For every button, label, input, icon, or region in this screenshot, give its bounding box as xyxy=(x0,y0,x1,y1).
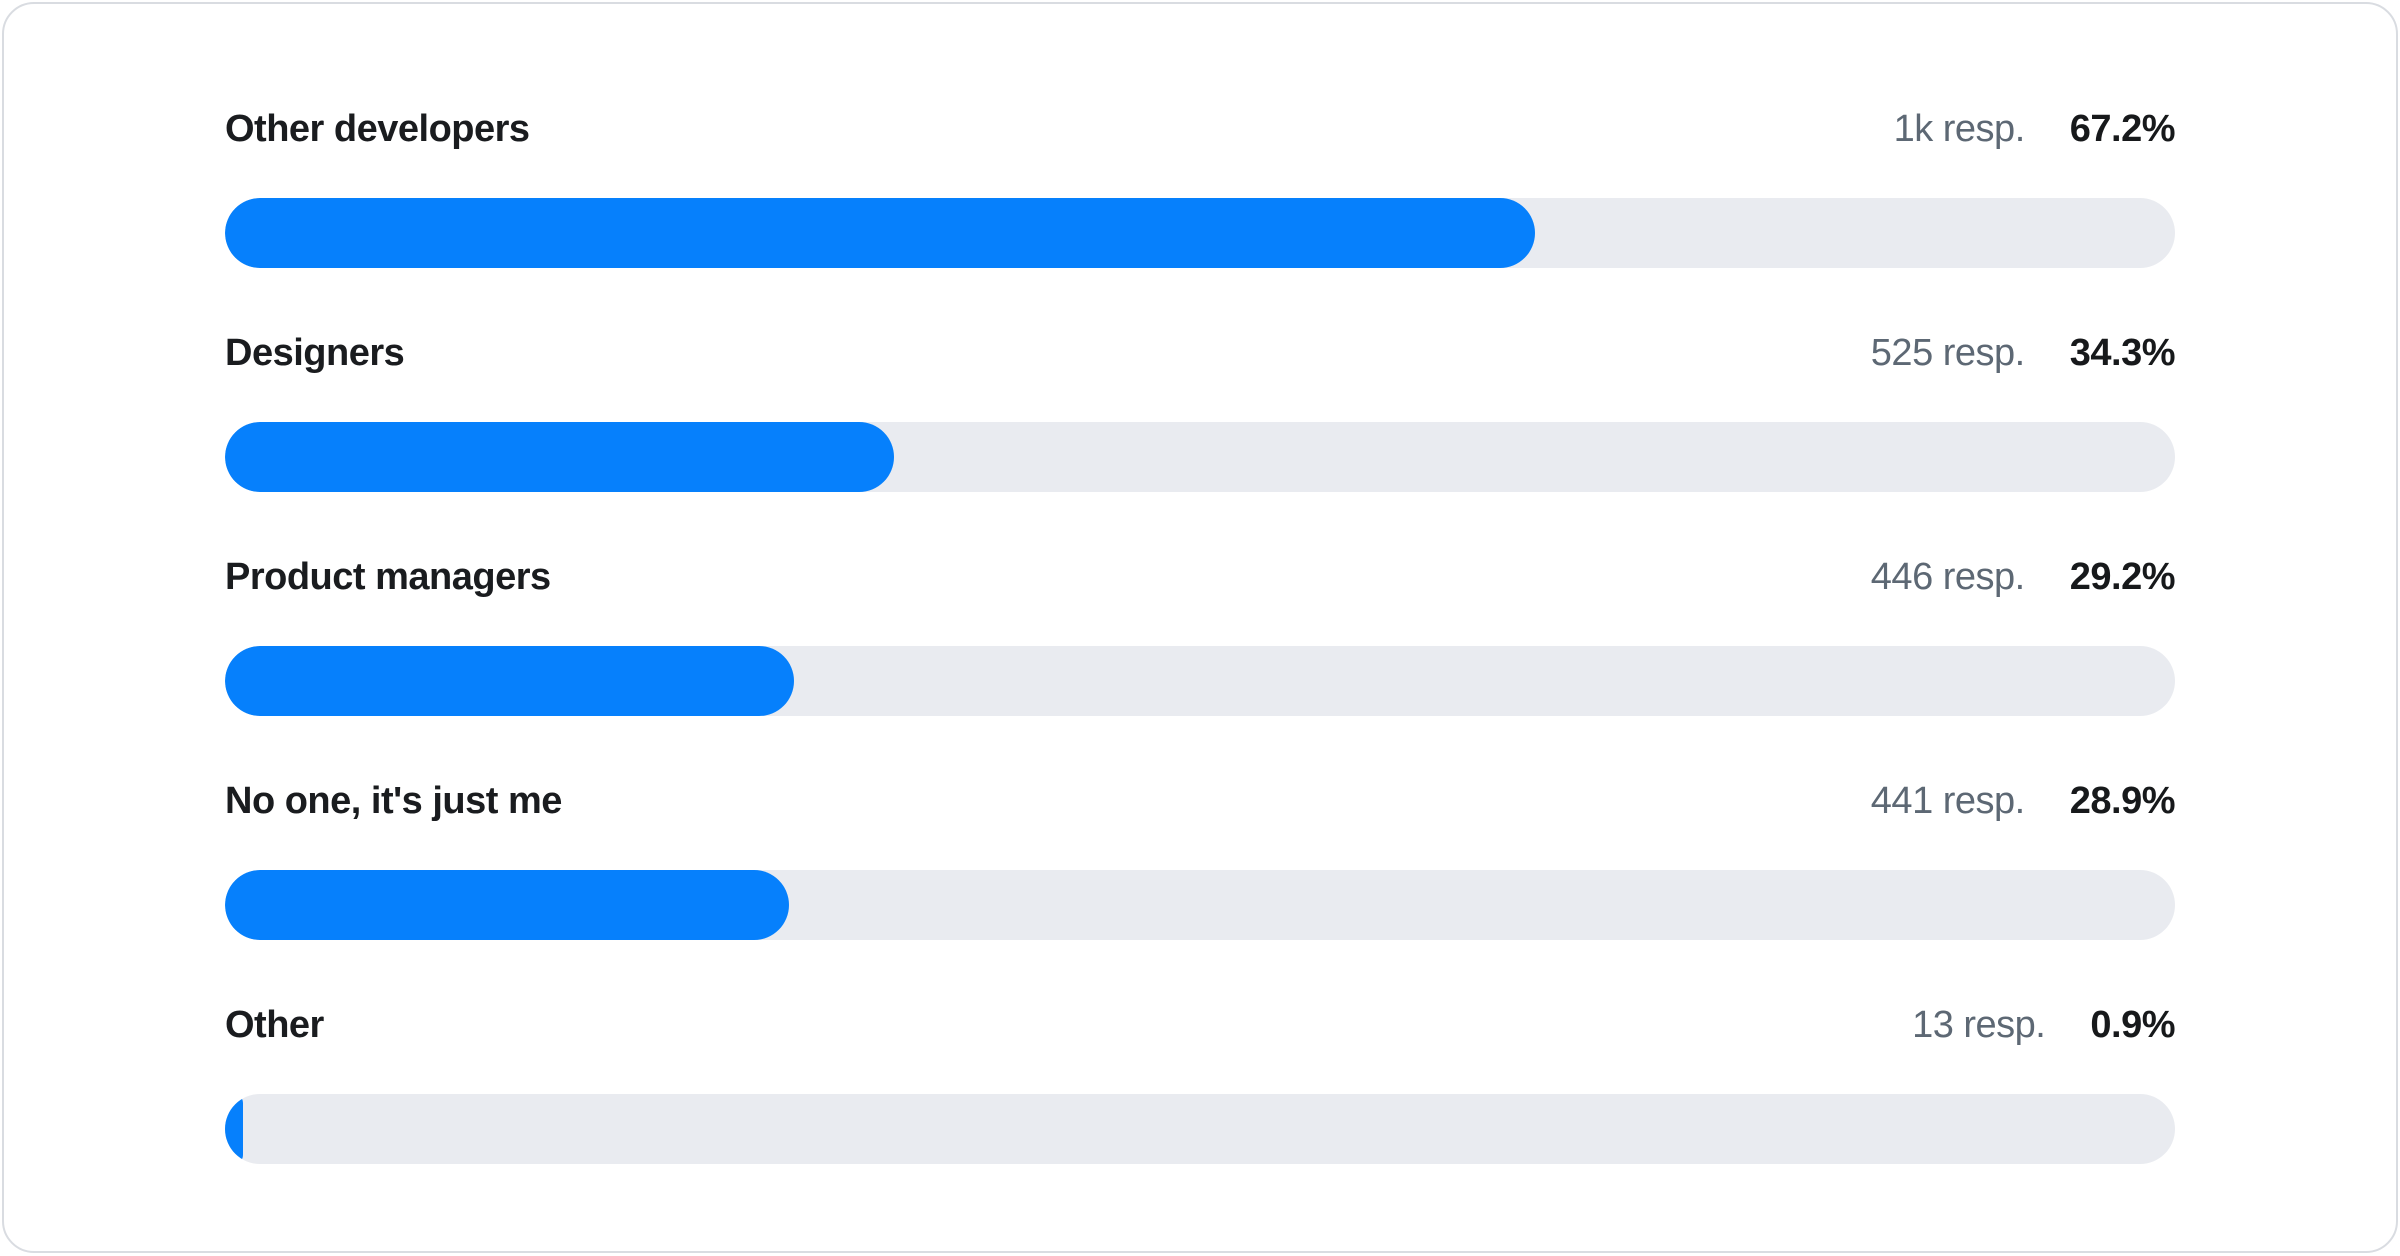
chart-row: Other 13 resp. 0.9% xyxy=(225,1002,2175,1164)
response-count: 525 resp. xyxy=(1870,332,2025,374)
bar-fill xyxy=(225,198,1536,268)
row-header: Designers 525 resp. 34.3% xyxy=(225,330,2176,376)
percent-value: 0.9% xyxy=(2090,1004,2175,1046)
row-header: No one, it's just me 441 resp. 28.9% xyxy=(225,778,2176,824)
bar-fill xyxy=(225,870,789,940)
percent-value: 34.3% xyxy=(2069,332,2176,374)
category-label: No one, it's just me xyxy=(225,780,562,822)
response-count: 1k resp. xyxy=(1893,108,2026,150)
row-header: Product managers 446 resp. 29.2% xyxy=(225,554,2176,600)
bar-track xyxy=(225,198,2175,268)
response-count: 446 resp. xyxy=(1870,556,2025,598)
row-header: Other 13 resp. 0.9% xyxy=(225,1002,2175,1048)
chart-row: Product managers 446 resp. 29.2% xyxy=(225,554,2176,716)
chart-row: No one, it's just me 441 resp. 28.9% xyxy=(225,778,2176,940)
category-label: Designers xyxy=(225,332,405,374)
percent-value: 67.2% xyxy=(2069,108,2176,150)
bar-fill xyxy=(225,422,894,492)
bar-track xyxy=(225,1094,2175,1164)
bar-track xyxy=(225,646,2175,716)
bar-fill xyxy=(225,646,795,716)
bar-track xyxy=(225,422,2175,492)
category-label: Other xyxy=(225,1004,324,1046)
bar-track xyxy=(225,870,2175,940)
category-label: Other developers xyxy=(225,108,530,150)
category-label: Product managers xyxy=(225,556,551,598)
chart-row: Designers 525 resp. 34.3% xyxy=(225,330,2176,492)
response-count: 441 resp. xyxy=(1870,780,2025,822)
response-count: 13 resp. xyxy=(1912,1004,2046,1046)
bar-fill xyxy=(225,1094,243,1164)
chart-row: Other developers 1k resp. 67.2% xyxy=(225,106,2176,268)
percent-value: 28.9% xyxy=(2069,780,2176,822)
row-header: Other developers 1k resp. 67.2% xyxy=(225,106,2176,152)
percent-value: 29.2% xyxy=(2069,556,2176,598)
